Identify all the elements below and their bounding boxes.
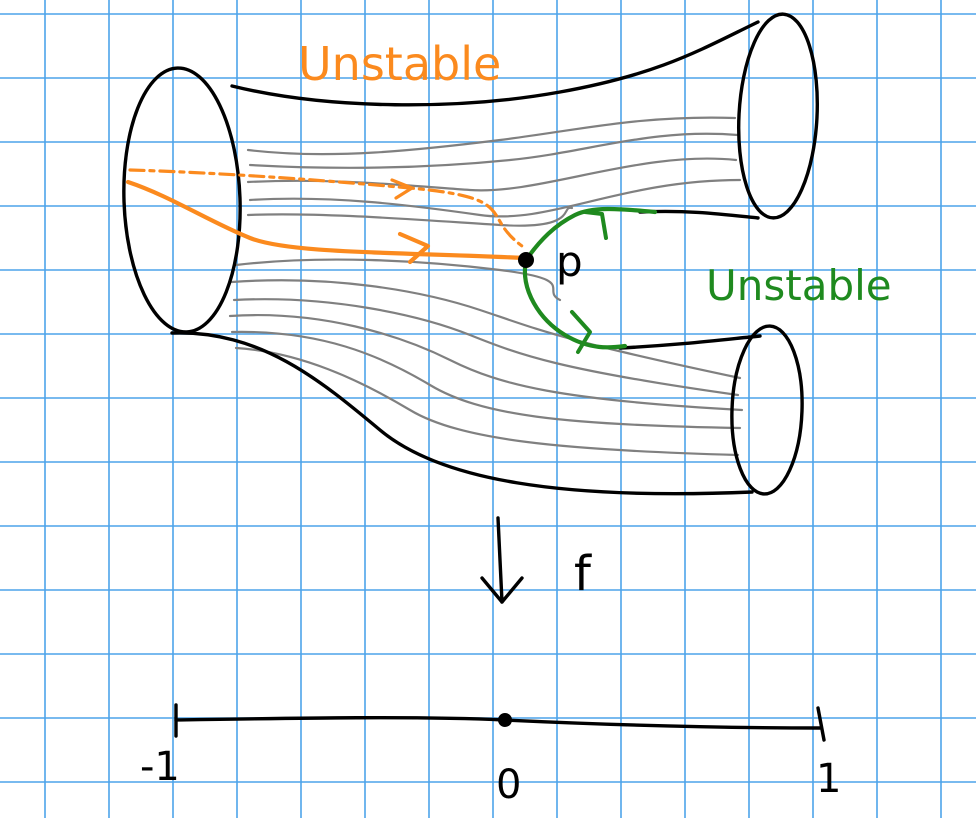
point-label-p: p <box>556 237 583 286</box>
flow-line <box>248 132 740 169</box>
interval-zero-point <box>498 713 512 727</box>
unstable-label-right: Unstable <box>706 261 892 310</box>
flow-line <box>246 116 737 156</box>
surface-outline <box>122 12 820 496</box>
green-upper-arrowhead <box>583 210 608 240</box>
tick-label-one: 1 <box>816 756 841 802</box>
orange-dashed-arrowhead <box>390 178 414 200</box>
flow-line <box>234 258 562 302</box>
flow-line <box>228 314 744 412</box>
critical-point-p <box>518 252 534 268</box>
flow-line <box>234 346 740 457</box>
map-arrow-head <box>480 576 524 604</box>
crotch-upper-edge <box>638 209 760 220</box>
flow-line <box>230 279 742 380</box>
tick-label-zero: 0 <box>496 762 521 808</box>
tick-right-mark <box>816 706 826 742</box>
flow-line <box>232 298 740 397</box>
crotch-lower-edge <box>618 334 762 350</box>
green-lower-branch <box>522 257 628 350</box>
green-upper-branch <box>523 206 658 263</box>
interval-segment <box>174 715 822 730</box>
bottom-edge <box>170 331 754 496</box>
flow-line <box>248 178 742 218</box>
green-lower-arrowhead <box>570 310 592 354</box>
orange-solid-arrowhead <box>397 231 431 265</box>
right-top-boundary-circle <box>736 12 820 220</box>
flow-line <box>246 157 738 192</box>
map-arrow <box>480 516 524 604</box>
map-arrow-shaft <box>496 516 504 604</box>
map-label-f: f <box>574 546 592 602</box>
orange-solid-trajectory <box>125 179 527 261</box>
flow-line <box>230 330 742 430</box>
top-edge <box>230 20 760 107</box>
tick-label-minus-one: -1 <box>140 744 180 790</box>
unstable-label-top: Unstable <box>298 37 501 91</box>
right-bottom-boundary-circle <box>730 324 804 496</box>
flow-lines <box>228 116 744 457</box>
green-unstable-manifold <box>522 206 658 354</box>
orange-trajectories <box>125 168 527 265</box>
flow-line <box>246 206 574 227</box>
left-boundary-circle <box>122 66 242 334</box>
